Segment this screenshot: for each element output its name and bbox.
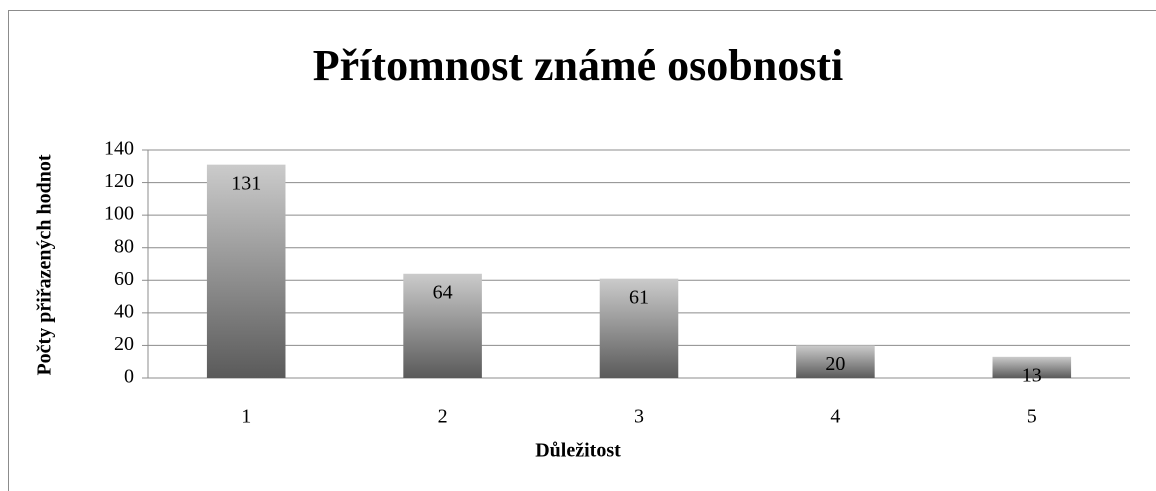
data-label: 13 [1022,364,1042,386]
data-label: 20 [825,353,845,375]
y-tick-label: 120 [104,170,134,192]
data-label: 61 [629,286,649,308]
y-tick-label: 140 [104,138,134,160]
y-tick-label: 80 [114,235,134,257]
x-tick-label: 4 [830,406,840,428]
y-tick-label: 100 [104,203,134,225]
y-tick-label: 40 [114,300,134,322]
x-axis-label: Důležitost [535,440,621,462]
bar [599,278,679,378]
chart-title: Přítomnost známé osobnosti [313,41,843,90]
bar [796,345,875,378]
y-tick-label: 20 [114,333,134,355]
chart-frame [8,10,1156,491]
bar [206,164,286,378]
x-tick-label: 2 [438,406,448,428]
y-axis-label: Počty přiřazených hodnot [34,154,56,375]
data-label: 131 [231,172,261,194]
x-tick-label: 1 [241,406,251,428]
x-tick-label: 5 [1027,406,1037,428]
data-label: 64 [433,281,453,303]
x-tick-label: 3 [634,406,644,428]
y-tick-label: 0 [124,366,134,388]
bar [992,356,1072,378]
y-tick-label: 60 [114,268,134,290]
bar [403,273,482,378]
